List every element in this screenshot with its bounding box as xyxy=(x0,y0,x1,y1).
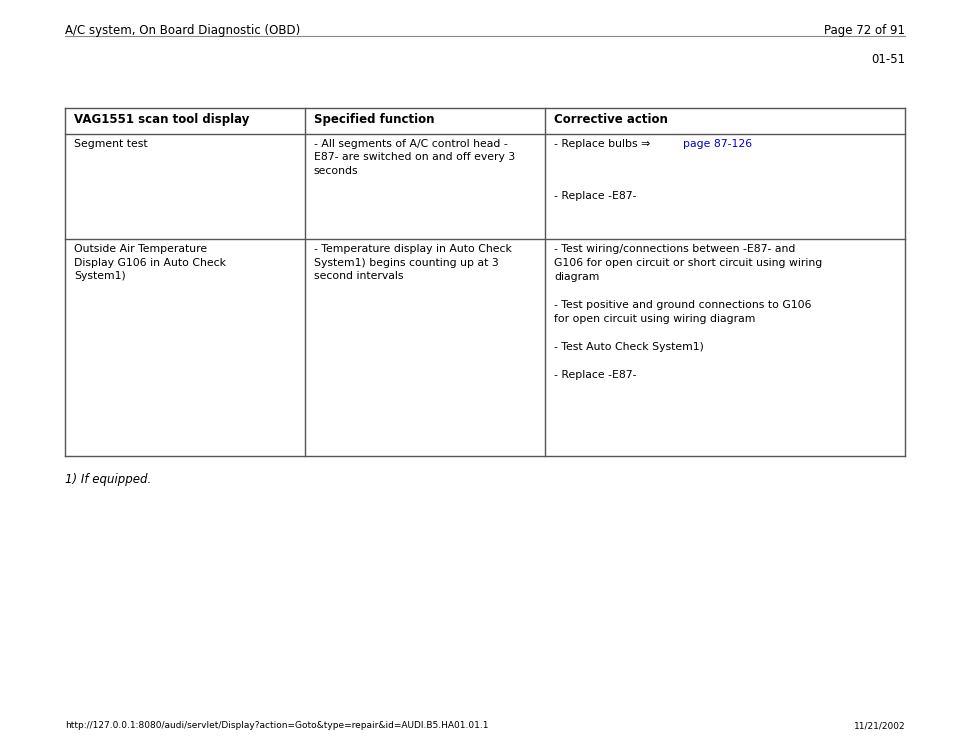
Text: - Replace bulbs ⇒: - Replace bulbs ⇒ xyxy=(554,139,654,148)
Text: VAG1551 scan tool display: VAG1551 scan tool display xyxy=(74,113,250,126)
Text: Corrective action: Corrective action xyxy=(554,113,668,126)
Text: Outside Air Temperature
Display G106 in Auto Check
System1): Outside Air Temperature Display G106 in … xyxy=(74,244,226,281)
Text: http://127.0.0.1:8080/audi/servlet/Display?action=Goto&type=repair&id=AUDI.B5.HA: http://127.0.0.1:8080/audi/servlet/Displ… xyxy=(65,721,489,730)
Text: Segment test: Segment test xyxy=(74,139,148,148)
Text: Specified function: Specified function xyxy=(314,113,435,126)
Text: - Replace -E87-: - Replace -E87- xyxy=(554,191,636,201)
Text: Page 72 of 91: Page 72 of 91 xyxy=(825,24,905,37)
Text: - Test wiring/connections between -E87- and
G106 for open circuit or short circu: - Test wiring/connections between -E87- … xyxy=(554,244,822,380)
Text: A/C system, On Board Diagnostic (OBD): A/C system, On Board Diagnostic (OBD) xyxy=(65,24,300,37)
Text: 1) If equipped.: 1) If equipped. xyxy=(65,473,152,486)
Text: - All segments of A/C control head -
E87- are switched on and off every 3
second: - All segments of A/C control head - E87… xyxy=(314,139,516,176)
Text: - Temperature display in Auto Check
System1) begins counting up at 3
second inte: - Temperature display in Auto Check Syst… xyxy=(314,244,512,281)
Text: 11/21/2002: 11/21/2002 xyxy=(853,721,905,730)
Text: 01-51: 01-51 xyxy=(871,53,905,67)
Text: page 87-126: page 87-126 xyxy=(683,139,752,148)
